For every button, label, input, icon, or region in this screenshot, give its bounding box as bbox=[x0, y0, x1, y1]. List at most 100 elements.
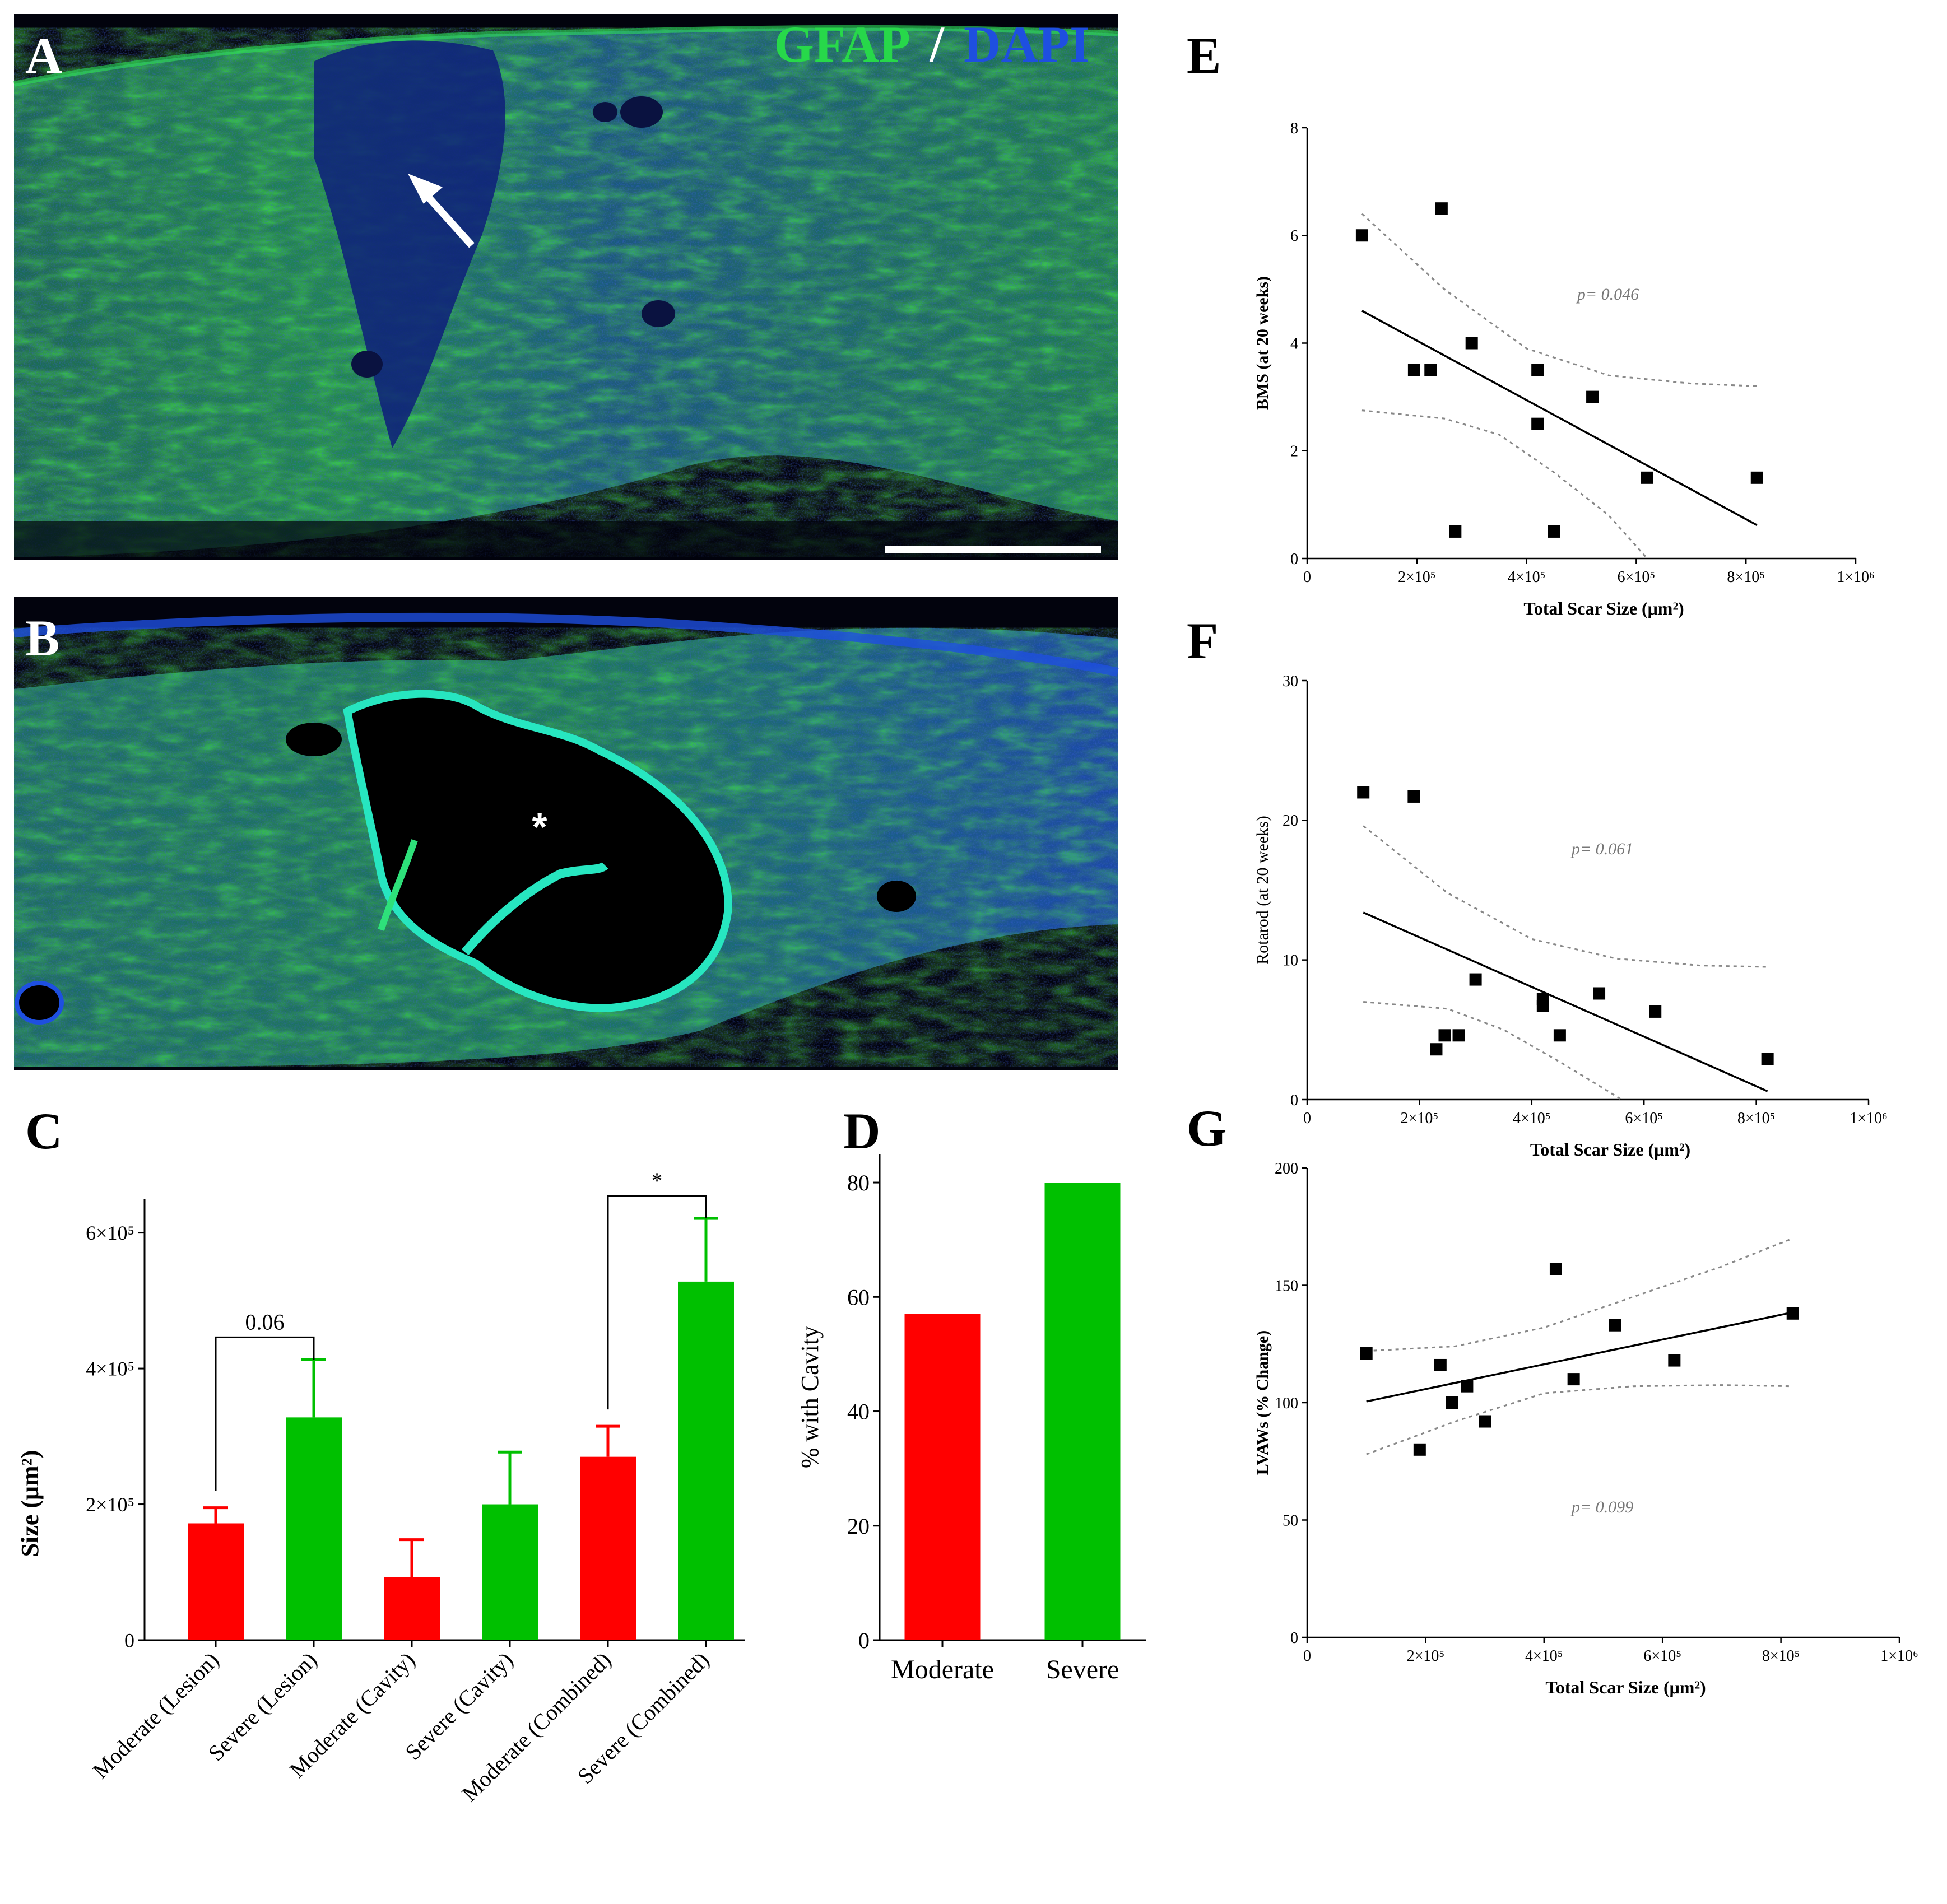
data-point bbox=[1761, 1053, 1774, 1065]
y-tick-label: 50 bbox=[1282, 1512, 1298, 1529]
panel-b-asterisk: * bbox=[532, 805, 547, 849]
ci-upper-line bbox=[1366, 1237, 1793, 1352]
significance-label: * bbox=[652, 1168, 663, 1193]
y-tick-label: 0 bbox=[858, 1628, 870, 1653]
bar bbox=[678, 1281, 734, 1640]
panel-b-letter: B bbox=[25, 609, 59, 667]
stain-label-separator: / bbox=[929, 16, 945, 73]
category-label: Moderate bbox=[891, 1655, 994, 1684]
x-tick-label: 0 bbox=[1303, 1110, 1311, 1127]
y-tick-label: 0 bbox=[1290, 551, 1298, 568]
x-tick-label: 2×10⁵ bbox=[1407, 1647, 1445, 1665]
y-axis-title: % with Cavity bbox=[796, 1326, 824, 1468]
chart-c: 0 2×10⁵ 4×10⁵ 6×10⁵ Size (μm²) Moderate (Lesi… bbox=[16, 1168, 745, 1806]
bar bbox=[904, 1314, 981, 1640]
ci-upper-line bbox=[1361, 213, 1757, 387]
data-point bbox=[1413, 1443, 1426, 1456]
x-tick-label: 6×10⁵ bbox=[1625, 1110, 1663, 1127]
y-tick-label: 80 bbox=[847, 1170, 870, 1195]
x-tick-label: 4×10⁵ bbox=[1513, 1110, 1551, 1127]
x-tick-label: 8×10⁵ bbox=[1762, 1647, 1800, 1665]
panel-e-letter: E bbox=[1187, 27, 1221, 84]
x-tick-label: 4×10⁵ bbox=[1525, 1647, 1563, 1665]
chart-f: 0 10 20 30 0 2×10⁵ 4×10⁵ 6×10⁵ 8×10⁵ 1×10⁶ Total S… bbox=[1253, 673, 1888, 1160]
bar bbox=[384, 1577, 440, 1640]
data-point bbox=[1407, 790, 1420, 803]
ci-lower-line bbox=[1361, 409, 1648, 559]
y-axis-title: Size (μm²) bbox=[16, 1450, 44, 1557]
data-point bbox=[1465, 337, 1478, 350]
significance-label: 0.06 bbox=[245, 1309, 285, 1334]
panel-a-letter: A bbox=[25, 27, 62, 84]
panel-a-arrowhead bbox=[408, 174, 443, 204]
bar bbox=[580, 1456, 636, 1640]
category-label: Severe bbox=[1046, 1655, 1119, 1684]
y-tick-label: 40 bbox=[847, 1399, 870, 1424]
ci-upper-line bbox=[1363, 825, 1768, 968]
data-point bbox=[1641, 471, 1653, 484]
data-point bbox=[1567, 1373, 1580, 1386]
y-tick-label: 6 bbox=[1290, 227, 1298, 245]
data-point bbox=[1668, 1354, 1681, 1367]
data-point bbox=[1479, 1415, 1491, 1428]
y-tick-label: 4 bbox=[1290, 335, 1298, 352]
panel-c-letter: C bbox=[25, 1102, 62, 1160]
x-tick-label: 2×10⁵ bbox=[1398, 569, 1436, 586]
data-point bbox=[1424, 364, 1437, 376]
bar bbox=[482, 1504, 538, 1640]
panel-d-letter: D bbox=[843, 1102, 880, 1160]
y-tick-label: 150 bbox=[1275, 1277, 1298, 1295]
data-point bbox=[1438, 1029, 1451, 1042]
y-tick-label: 8 bbox=[1290, 120, 1298, 137]
p-value-annotation: p= 0.061 bbox=[1570, 840, 1633, 858]
chart-e: 0 2 4 6 8 0 2×10⁵ 4×10⁵ 6×10⁵ 8×10⁵ 1×10⁶ Total Sca… bbox=[1253, 120, 1875, 618]
data-point bbox=[1407, 364, 1420, 376]
data-point bbox=[1461, 1380, 1474, 1393]
x-tick-label: 0 bbox=[1303, 1647, 1311, 1665]
y-tick-label: 30 bbox=[1282, 673, 1298, 690]
p-value-annotation: p= 0.099 bbox=[1570, 1498, 1633, 1516]
data-point bbox=[1469, 973, 1482, 986]
x-tick-label: 1×10⁶ bbox=[1880, 1647, 1918, 1665]
x-tick-label: 8×10⁵ bbox=[1737, 1110, 1776, 1127]
chart-d: 0 20 40 60 80 % with Cavity Moderate Severe bbox=[796, 1154, 1146, 1684]
data-point bbox=[1355, 229, 1368, 242]
x-tick-label: 2×10⁵ bbox=[1401, 1110, 1439, 1127]
x-tick-label: 4×10⁵ bbox=[1508, 569, 1546, 586]
y-tick-label: 6×10⁵ bbox=[86, 1222, 134, 1244]
x-axis-title: Total Scar Size (μm²) bbox=[1545, 1677, 1706, 1697]
y-tick-label: 100 bbox=[1275, 1395, 1298, 1412]
stain-label-dapi: DAPI bbox=[964, 16, 1090, 73]
data-point bbox=[1434, 1358, 1447, 1371]
significance-bracket bbox=[607, 1195, 707, 1410]
data-point bbox=[1452, 1029, 1465, 1042]
data-point bbox=[1531, 417, 1544, 430]
data-point bbox=[1649, 1005, 1662, 1018]
x-tick-label: 0 bbox=[1303, 569, 1311, 586]
data-point bbox=[1430, 1043, 1443, 1056]
data-point bbox=[1360, 1347, 1373, 1360]
y-tick-label: 20 bbox=[847, 1514, 870, 1539]
panel-a-arrow bbox=[419, 187, 475, 248]
panel-a-scalebar bbox=[885, 546, 1101, 553]
data-point bbox=[1786, 1307, 1799, 1320]
ci-lower-line bbox=[1366, 1384, 1793, 1455]
category-label: Moderate (Lesion) bbox=[87, 1647, 224, 1784]
y-axis-title: LVAWs (% Change) bbox=[1253, 1330, 1272, 1475]
chart-g: 0 50 100 150 200 0 2×10⁵ 4×10⁵ 6×10⁵ 8×10⁵ 1×10⁶ To… bbox=[1253, 1160, 1918, 1697]
x-tick-label: 6×10⁵ bbox=[1643, 1647, 1681, 1665]
regression-line bbox=[1366, 1311, 1793, 1403]
data-point bbox=[1609, 1319, 1621, 1332]
data-point bbox=[1449, 525, 1462, 538]
x-axis-title: Total Scar Size (μm²) bbox=[1530, 1139, 1690, 1160]
p-value-annotation: p= 0.046 bbox=[1576, 285, 1639, 304]
panel-a-lesion-core bbox=[314, 40, 505, 449]
y-axis-title: Rotarod (at 20 weeks) bbox=[1253, 816, 1272, 965]
y-tick-label: 20 bbox=[1282, 812, 1298, 830]
data-point bbox=[1446, 1396, 1458, 1409]
y-tick-label: 10 bbox=[1282, 952, 1298, 969]
data-point bbox=[1357, 786, 1370, 799]
y-tick-label: 2 bbox=[1290, 443, 1298, 460]
y-axis-title: BMS (at 20 weeks) bbox=[1253, 276, 1272, 410]
x-tick-label: 6×10⁵ bbox=[1618, 569, 1656, 586]
